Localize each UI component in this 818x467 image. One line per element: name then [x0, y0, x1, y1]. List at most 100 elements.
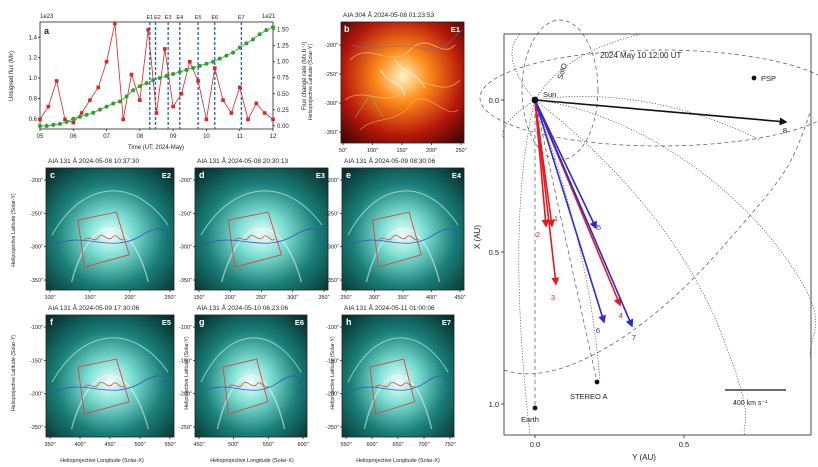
panel-d-xtick-label: 250″ [256, 295, 267, 301]
panel-a-rate-point [196, 79, 200, 83]
euv-xlabel-h: Helioprojective Longitude (Solar-X) [356, 458, 440, 464]
panel-f-contour-blue [53, 375, 170, 393]
panel-a-rate-point [246, 117, 250, 122]
panel-b-aia304: AIA 304 Å 2024-05-08 01:23:53 b E1 Helio… [308, 10, 467, 154]
stereo-a-label: STEREO A [570, 392, 608, 401]
panel-a-ytick-right-label: 1.00 [277, 60, 289, 66]
panel-a-flux-point [157, 76, 162, 81]
panel-a-letter: a [44, 26, 50, 36]
panel-a-rate-point [237, 85, 242, 90]
panel-a-flux-point [144, 81, 149, 86]
panel-a-ylabel-right: Flux change rate (Mx h⁻¹) [302, 42, 308, 111]
panel-a-rate-point [271, 117, 275, 122]
sun-label: Sun [543, 90, 556, 99]
panel-a-yticks-left: 0.6 0.8 1.0 1.2 1.4 [29, 35, 40, 123]
panel-g-xtick-label: 550″ [263, 442, 274, 448]
panel-a-flux-point [117, 99, 122, 104]
panel-c-xtick-label: 200″ [124, 295, 135, 301]
cme-arrow-label: 4 [619, 311, 623, 320]
panel-h-ytick-label: -150″ [326, 358, 339, 364]
panel-a-rate-point [121, 117, 126, 122]
panel-a-ytick-left-label: 1.0 [29, 76, 38, 82]
panel-a-rate-point [96, 85, 101, 90]
panel-a-flux-point [131, 88, 136, 93]
panel-a-xtick-label: 11 [237, 134, 244, 140]
panel-d-loop [220, 227, 303, 283]
panel-h-loop [347, 337, 449, 383]
panel-a-ytick-right-label: 1.25 [277, 44, 289, 50]
panel-e-contour-blue [349, 228, 460, 246]
panel-c-loop [70, 227, 150, 283]
panel-d-ytick-label: -350″ [179, 278, 192, 284]
earth-label: Earth [521, 415, 539, 424]
panel-e-region-outline [372, 211, 422, 268]
cme-arrow-3 [534, 99, 560, 286]
panel-a-ytick-right-label: 1.50 [277, 28, 289, 34]
panel-e-xtick-label: 400″ [426, 295, 437, 301]
panel-h-ytick-label: -100″ [326, 325, 339, 331]
panel-a-flux-point [164, 74, 169, 79]
panel-f-event: E5 [162, 318, 171, 327]
panel-c-ytick-label: -350″ [30, 278, 43, 284]
panel-a-rate-point [113, 21, 117, 26]
panel-f-title: AIA 131 Å 2024-05-09 17:30:06 [48, 303, 139, 312]
panel-a-rate-point [171, 104, 175, 109]
panel-e-xtick-label: 300″ [369, 295, 380, 301]
cme-arrow-label: 6 [596, 326, 600, 335]
cme-arrow-label: 2 [536, 230, 540, 239]
euv-ylabel-h: Heliprojective Latitude (Solar-Y) [330, 336, 336, 410]
panel-d-xtick-label: 150″ [193, 295, 204, 301]
panel-e-ytick-label: -300″ [326, 245, 339, 251]
scale-label: 400 km s⁻¹ [733, 400, 768, 407]
cme-arrow-label: 7 [632, 333, 636, 342]
panel-a-rate-point [262, 111, 267, 115]
panel-d-ytick-label: -200″ [179, 178, 192, 184]
panel-f-region-outline [77, 358, 130, 415]
panel-d-region-outline [227, 211, 283, 268]
psp-label: PSP [761, 74, 776, 83]
panel-a-rate-point [46, 104, 51, 109]
panel-f-loop [51, 337, 169, 383]
panel-c-event: E2 [162, 171, 171, 180]
panel-a-exponent-left: 1e23 [40, 14, 54, 20]
panel-a-ytick-right-label: 0.50 [277, 92, 289, 98]
panel-a-ytick-right-label: 0.75 [277, 76, 289, 82]
panel-a-rate-point [179, 91, 184, 96]
panel-a-event-label: E7 [238, 15, 245, 21]
euv-xlabel-f: Helioprojective Longitude (Solar-X) [60, 458, 144, 464]
panel-c-xtick-label: 250″ [164, 295, 175, 301]
panel-a-rate-point [79, 111, 84, 115]
panel-a-rate-point [129, 72, 134, 77]
panel-e-letter: e [346, 170, 351, 180]
panel-a-ytick-right-label: 0.25 [277, 108, 289, 114]
panel-a-event-label: E5 [195, 15, 202, 21]
panel-h-xtick-label: 750″ [444, 442, 455, 448]
panel-a-ytick-left-label: 0.6 [29, 117, 38, 123]
cme-arrow-label: 3 [551, 293, 555, 302]
panel-c-xtick-label: 100″ [44, 295, 55, 301]
panel-b-event: E1 [451, 25, 460, 34]
panel-i-frame [503, 33, 812, 436]
panel-e-ytick-label: -200″ [326, 178, 339, 184]
panel-b-xtick-label: 250″ [455, 148, 466, 154]
panel-a-xlabel: Time (UT; 2024-May) [128, 145, 184, 151]
panel-a-flux-point [111, 101, 116, 106]
earth-marker [532, 405, 538, 411]
panel-g-aia131: AIA 131 Å 2024-05-10 06:23:06 g E6 -100″ -15… [179, 303, 309, 448]
panel-a-flux-point [171, 71, 176, 76]
panel-a-flux-point [224, 53, 229, 58]
panel-a-flux-point [77, 114, 82, 119]
panel-a-yticks-right: 0.00 0.25 0.50 0.75 1.00 1.25 1.50 [273, 28, 289, 130]
panel-g-letter: g [199, 317, 205, 327]
panel-c-loop [51, 190, 169, 236]
panel-a-ytick-left-label: 1.2 [29, 56, 38, 62]
panel-a-flux-point [38, 123, 42, 128]
panel-h-letter: h [346, 317, 352, 327]
panel-a-rate-point [221, 98, 225, 102]
panel-b-xtick-label: 100″ [367, 148, 378, 154]
panel-c-title: AIA 131 Å 2024-05-08 10:37:30 [48, 156, 139, 165]
panel-a-ylabel-left: Unsigned flux (Mx) [9, 51, 15, 101]
panel-a-flux-point [271, 25, 275, 30]
cme-arrow-label: 5 [597, 223, 601, 232]
